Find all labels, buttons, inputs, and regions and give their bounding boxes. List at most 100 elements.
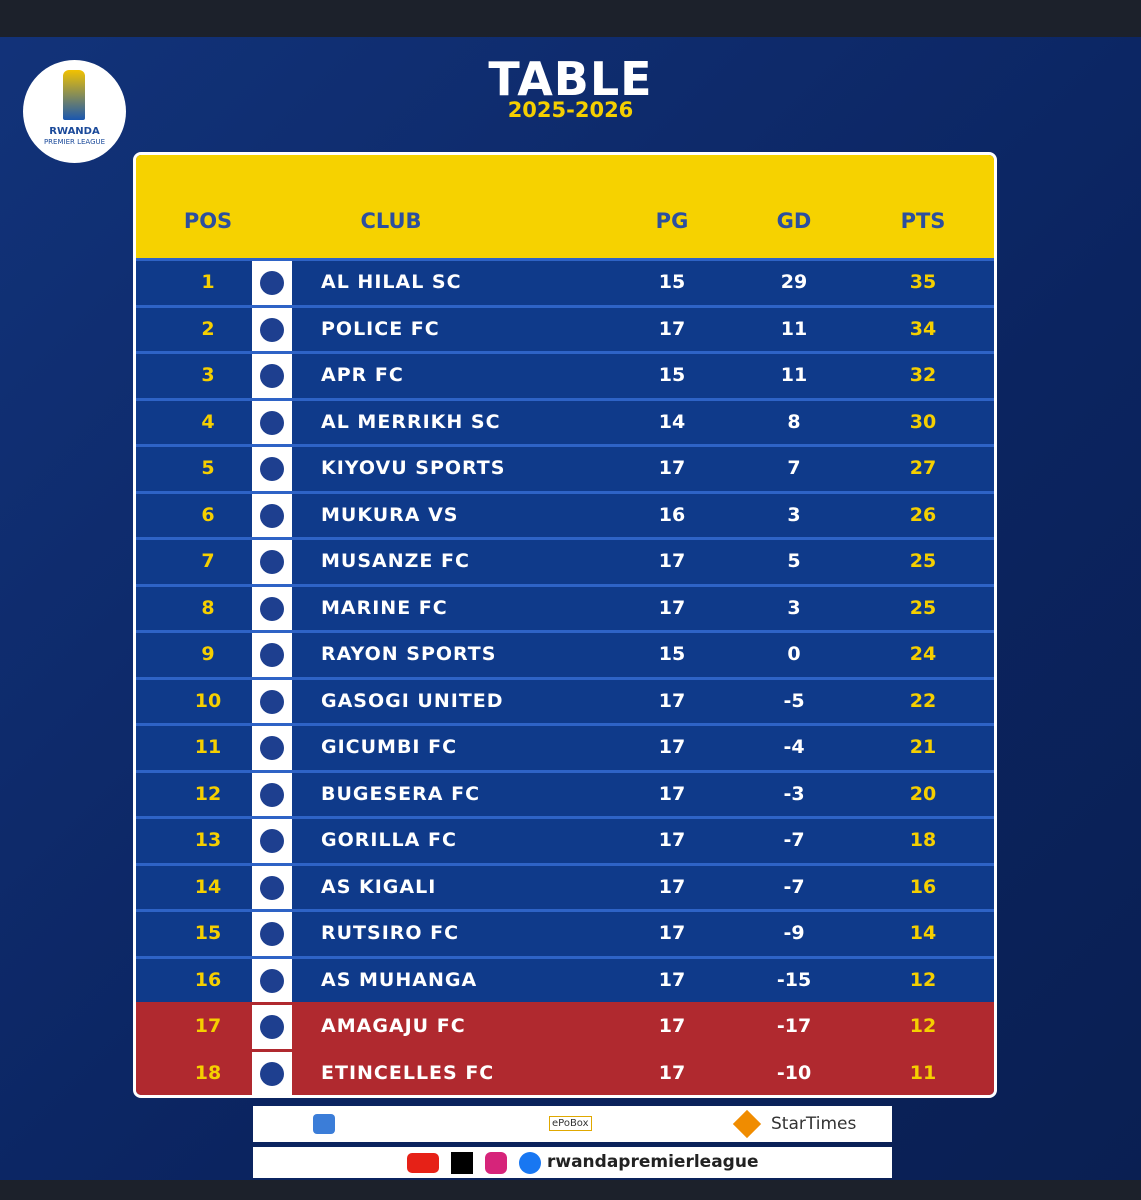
played: 17 <box>658 596 686 619</box>
club-name: ETINCELLES FC <box>321 1061 495 1084</box>
column-header: CLUB <box>360 209 422 233</box>
facebook-icon[interactable] <box>519 1152 541 1174</box>
table-row: 1 AL HILAL SC 15 29 35 <box>136 258 994 305</box>
table-row: 14 AS KIGALI 17 -7 16 <box>136 862 994 909</box>
badge-emblem <box>260 875 284 900</box>
goal-difference: 3 <box>787 503 801 526</box>
played: 14 <box>658 410 686 433</box>
goal-difference: -7 <box>783 875 805 898</box>
position: 14 <box>194 875 222 898</box>
table-row: 4 AL MERRIKH SC 14 8 30 <box>136 397 994 444</box>
table-row: 7 MUSANZE FC 17 5 25 <box>136 537 994 584</box>
club-badge <box>252 958 292 1002</box>
points: 25 <box>909 596 937 619</box>
played: 17 <box>658 875 686 898</box>
sponsor-name: ePoBox <box>549 1116 592 1131</box>
table-row: 2 POLICE FC 17 11 34 <box>136 304 994 351</box>
position: 7 <box>201 550 215 572</box>
club-badge <box>252 400 292 444</box>
table-row: 10 GASOGI UNITED 17 -5 22 <box>136 676 994 723</box>
club-badge <box>252 726 292 770</box>
played: 17 <box>658 968 686 991</box>
club-name: RUTSIRO FC <box>321 922 460 944</box>
club-badge <box>252 912 292 956</box>
goal-difference: -9 <box>783 922 805 944</box>
position: 11 <box>194 736 222 758</box>
points: 14 <box>909 922 937 944</box>
badge-emblem <box>260 922 284 946</box>
badge-emblem <box>260 968 284 993</box>
position: 2 <box>201 317 215 340</box>
goal-difference: 29 <box>780 271 808 293</box>
position: 3 <box>201 364 215 386</box>
badge-emblem <box>260 736 284 760</box>
played: 17 <box>658 736 686 758</box>
table-row: 8 MARINE FC 17 3 25 <box>136 583 994 630</box>
instagram-icon[interactable] <box>485 1152 507 1174</box>
club-name: KIYOVU SPORTS <box>321 457 506 479</box>
position: 4 <box>201 410 215 433</box>
position: 16 <box>194 968 222 991</box>
top-bar <box>0 0 1141 37</box>
badge-emblem <box>260 782 284 807</box>
goal-difference: 11 <box>780 317 808 340</box>
badge-emblem <box>260 457 284 481</box>
column-header: PTS <box>900 209 946 233</box>
social-bar: rwandapremierleague <box>253 1147 892 1178</box>
club-badge <box>252 354 292 398</box>
points: 22 <box>909 689 937 712</box>
played: 17 <box>658 457 686 479</box>
club-name: POLICE FC <box>321 317 440 340</box>
position: 12 <box>194 782 222 805</box>
social-handle: rwandapremierleague <box>547 1152 759 1172</box>
club-badge <box>252 772 292 816</box>
club-name: AL MERRIKH SC <box>321 410 501 433</box>
table-header: POS CLUB PG GD PTS <box>136 155 994 258</box>
goal-difference: 8 <box>787 410 801 433</box>
youtube-icon[interactable] <box>407 1153 439 1173</box>
points: 12 <box>909 968 937 991</box>
badge-emblem <box>260 550 284 574</box>
badge-emblem <box>260 643 284 667</box>
table-row: 12 BUGESERA FC 17 -3 20 <box>136 769 994 816</box>
played: 17 <box>658 689 686 712</box>
badge-emblem <box>260 317 284 342</box>
played: 17 <box>658 922 686 944</box>
club-badge <box>252 633 292 677</box>
club-name: BUGESERA FC <box>321 782 481 805</box>
club-badge <box>252 586 292 630</box>
points: 27 <box>909 457 937 479</box>
title: TABLE <box>488 52 653 106</box>
club-badge <box>252 540 292 584</box>
badge-emblem <box>260 410 284 435</box>
points: 32 <box>909 364 937 386</box>
club-name: GICUMBI FC <box>321 736 458 758</box>
table-row: 17 AMAGAJU FC 17 -17 12 <box>136 1002 994 1049</box>
points: 12 <box>909 1015 937 1037</box>
points: 25 <box>909 550 937 572</box>
position: 1 <box>201 271 215 293</box>
club-badge <box>252 261 292 305</box>
logo-text: RWANDA <box>49 126 100 137</box>
club-badge <box>252 865 292 909</box>
club-badge <box>252 1005 292 1049</box>
club-name: GORILLA FC <box>321 829 457 851</box>
played: 17 <box>658 550 686 572</box>
club-name: AS MUHANGA <box>321 968 478 991</box>
logo-text: PREMIER LEAGUE <box>43 138 106 146</box>
column-header: POS <box>183 209 233 233</box>
position: 9 <box>201 643 215 665</box>
points: 11 <box>909 1061 937 1084</box>
played: 15 <box>658 643 686 665</box>
standings-table: POS CLUB PG GD PTS 1 AL HILAL SC 15 29 35 2 POLICE… <box>133 152 997 1098</box>
played: 17 <box>658 829 686 851</box>
played: 17 <box>658 782 686 805</box>
club-name: MUSANZE FC <box>321 550 470 572</box>
badge-emblem <box>260 1061 284 1086</box>
sponsor-name: StarTimes <box>771 1114 857 1134</box>
goal-difference: -17 <box>776 1015 812 1037</box>
position: 6 <box>201 503 215 526</box>
x-icon[interactable] <box>451 1152 473 1174</box>
points: 16 <box>909 875 937 898</box>
